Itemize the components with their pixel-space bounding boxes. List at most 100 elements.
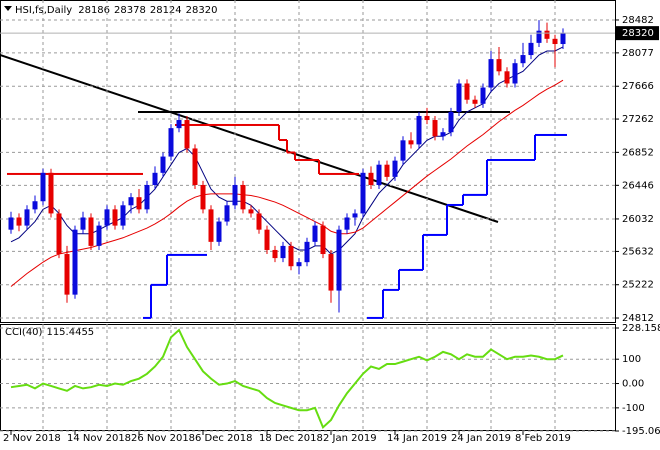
x-tick-label: 14 Nov 2018 [67,433,131,444]
candle-body [400,140,406,161]
candle-body [392,160,398,177]
y-tick-label: -100 [622,403,645,414]
cci-header: CCI(40) 115.4455 [5,327,94,338]
candle-body [240,184,246,210]
candle-body [48,172,54,214]
candle-body [176,120,182,129]
candle-body [440,132,446,137]
candle-body [448,111,454,133]
candle-body [192,148,198,185]
candle-body [184,120,190,149]
y-tick-label: 24812 [622,313,654,324]
candle-body [488,59,494,88]
candle-body [152,172,158,185]
candle-body [496,59,502,72]
candle-body [104,209,110,226]
candle-body [120,205,126,226]
x-tick-label: 2 Nov 2018 [3,433,61,444]
candle-body [272,249,278,259]
open-value: 28186 [78,5,110,16]
candle-body [528,42,534,56]
candle-body [88,217,94,246]
candle-body [8,217,14,230]
x-tick-label: 24 Jan 2019 [451,433,511,444]
price-tag [615,26,659,41]
trend-line [0,54,499,223]
y-tick-label: 28482 [622,15,654,26]
candle-body [16,217,22,226]
candle-body [200,184,206,210]
candle-body [224,205,230,222]
candle-body [72,229,78,295]
candle-body [344,217,350,230]
candle-body [128,197,134,206]
candle-body [144,184,150,210]
candle-body [296,262,302,267]
y-tick-label: 26852 [622,147,654,158]
candle-body [112,209,118,226]
candle-body [336,229,342,291]
y-tick-label: 27666 [622,81,654,92]
candle-body [56,213,62,255]
x-tick-label: 6 Dec 2018 [195,433,253,444]
x-tick-label: 2 Jan 2019 [323,433,377,444]
candle-body [424,115,430,121]
candle-body [96,225,102,246]
y-tick-label: 228.1588 [622,323,660,334]
candle-body [416,115,422,145]
low-value: 28124 [150,5,182,16]
y-tick-label: 26446 [622,180,654,191]
candle-body [464,83,470,100]
main-panel-frame [0,0,616,323]
candle-body [512,63,518,84]
candle-body [312,225,318,242]
candle-body [136,197,142,210]
candle-body [360,172,366,214]
candle-body [216,221,222,242]
high-value: 28378 [114,5,146,16]
candle-body [304,241,310,263]
x-tick-label: 26 Nov 2018 [131,433,195,444]
candle-body [256,213,262,230]
candle-body [264,229,270,250]
candle-body [208,209,214,242]
candle-body [536,30,542,43]
y-tick-label: 0.00 [622,379,644,390]
candle-body [504,71,510,84]
symbol: HSI,fs,Daily [15,5,72,16]
candle-body [64,254,70,295]
candle-body [552,38,558,45]
candle-body [368,172,374,185]
candle-body [456,83,462,112]
moving-average [10,46,564,255]
candle-body [40,172,46,202]
y-tick-label: 27262 [622,114,654,125]
x-tick-label: 14 Jan 2019 [387,433,447,444]
candle-body [520,55,526,64]
candle-body [160,156,166,173]
y-tick-label: 25632 [622,246,654,257]
x-tick-label: 8 Feb 2019 [515,433,571,444]
candle-body [384,164,390,177]
candle-body [168,128,174,157]
candle-body [288,245,294,267]
indicator-name: CCI(40) [5,327,43,338]
y-tick-label: 26032 [622,214,654,225]
y-tick-label: 25222 [622,280,654,291]
candle-body [80,217,86,230]
y-tick-label: 100 [622,354,641,365]
candle-body [320,225,326,255]
y-tick-label: 28077 [622,48,654,59]
candle-body [376,164,382,185]
candle-body [280,245,286,259]
header-icon [4,6,12,11]
price-tag-label: 28320 [622,28,654,39]
candle-body [560,33,566,45]
y-tick-label: -195.0618 [622,426,660,437]
header: HSI,fs,Daily 28186 28378 28124 28320 [15,5,217,16]
candle-body [544,30,550,39]
candle-body [352,213,358,218]
candle-body [328,254,334,291]
